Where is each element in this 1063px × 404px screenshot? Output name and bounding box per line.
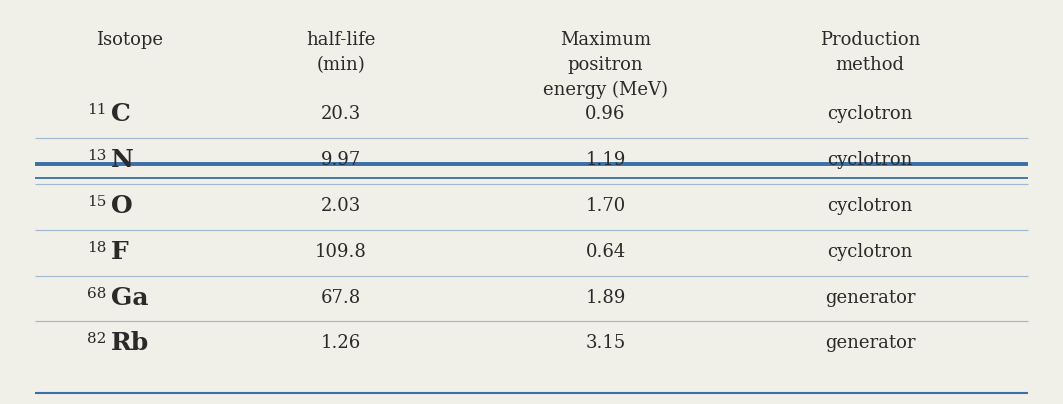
Text: 68: 68 bbox=[87, 287, 106, 301]
Text: generator: generator bbox=[825, 335, 915, 352]
Text: cyclotron: cyclotron bbox=[827, 105, 912, 123]
Text: 3.15: 3.15 bbox=[586, 335, 626, 352]
Text: 20.3: 20.3 bbox=[321, 105, 361, 123]
Text: Ga: Ga bbox=[111, 286, 148, 309]
Text: cyclotron: cyclotron bbox=[827, 151, 912, 169]
Text: 67.8: 67.8 bbox=[321, 288, 361, 307]
Text: 15: 15 bbox=[87, 195, 106, 209]
Text: cyclotron: cyclotron bbox=[827, 197, 912, 215]
Text: O: O bbox=[111, 194, 133, 218]
Text: cyclotron: cyclotron bbox=[827, 243, 912, 261]
Text: Maximum
positron
energy (MeV): Maximum positron energy (MeV) bbox=[543, 31, 668, 99]
Text: Isotope: Isotope bbox=[96, 31, 164, 48]
Text: F: F bbox=[111, 240, 129, 264]
Text: 1.70: 1.70 bbox=[586, 197, 626, 215]
Text: half-life
(min): half-life (min) bbox=[306, 31, 376, 74]
Text: 0.96: 0.96 bbox=[586, 105, 626, 123]
Text: 109.8: 109.8 bbox=[316, 243, 367, 261]
Text: 18: 18 bbox=[87, 241, 106, 255]
Text: 11: 11 bbox=[87, 103, 106, 117]
Text: generator: generator bbox=[825, 288, 915, 307]
Text: Rb: Rb bbox=[111, 331, 149, 356]
Text: 1.26: 1.26 bbox=[321, 335, 361, 352]
Text: N: N bbox=[111, 148, 134, 172]
Text: 2.03: 2.03 bbox=[321, 197, 361, 215]
Text: 9.97: 9.97 bbox=[321, 151, 361, 169]
Text: 1.89: 1.89 bbox=[586, 288, 626, 307]
Text: 0.64: 0.64 bbox=[586, 243, 626, 261]
Text: C: C bbox=[111, 102, 131, 126]
Text: Production
method: Production method bbox=[820, 31, 921, 74]
Text: 1.19: 1.19 bbox=[586, 151, 626, 169]
Text: 82: 82 bbox=[87, 332, 106, 347]
Text: 13: 13 bbox=[87, 149, 106, 163]
